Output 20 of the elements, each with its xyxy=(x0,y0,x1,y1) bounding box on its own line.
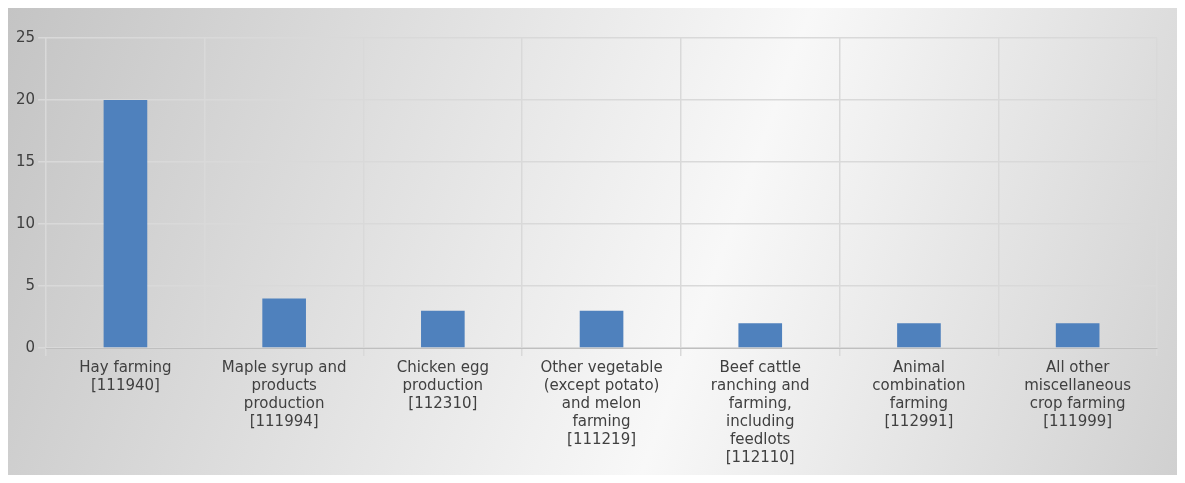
bar xyxy=(897,323,941,348)
bar xyxy=(1055,323,1100,348)
bar xyxy=(738,323,783,348)
y-tick-label: 25 xyxy=(15,27,36,46)
y-tick-label: 20 xyxy=(15,89,36,108)
y-tick-label: 15 xyxy=(15,151,36,170)
y-tick-label: 5 xyxy=(25,275,36,294)
bar xyxy=(421,310,465,348)
x-tick-label: Animal combination farming [112991] xyxy=(872,357,966,430)
bar xyxy=(103,100,148,348)
x-tick-label: Hay farming [111940] xyxy=(79,357,172,394)
x-tick-label: Chicken egg production [112310] xyxy=(396,357,490,412)
bar xyxy=(262,298,306,348)
y-tick-label: 10 xyxy=(15,213,36,232)
x-tick-label: Beef cattle ranching and farming, including feedlots [112110] xyxy=(710,357,810,466)
x-tick-label: Maple syrup and products production [111994] xyxy=(221,357,347,430)
x-tick-label: Other vegetable (except potato) and melon farming [111219] xyxy=(540,357,663,448)
y-tick-label: 0 xyxy=(25,337,36,356)
x-tick-label: All other miscellaneous crop farming [111999] xyxy=(1024,357,1132,430)
bar xyxy=(579,310,624,348)
